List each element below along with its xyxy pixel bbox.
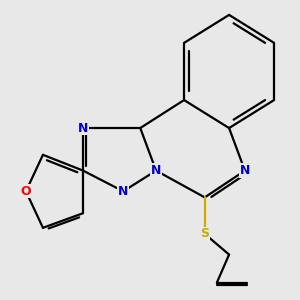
Text: S: S xyxy=(200,227,209,240)
Text: N: N xyxy=(118,185,128,198)
Text: O: O xyxy=(21,185,31,198)
Text: N: N xyxy=(78,122,88,134)
Text: N: N xyxy=(151,164,161,177)
Text: N: N xyxy=(240,164,250,177)
